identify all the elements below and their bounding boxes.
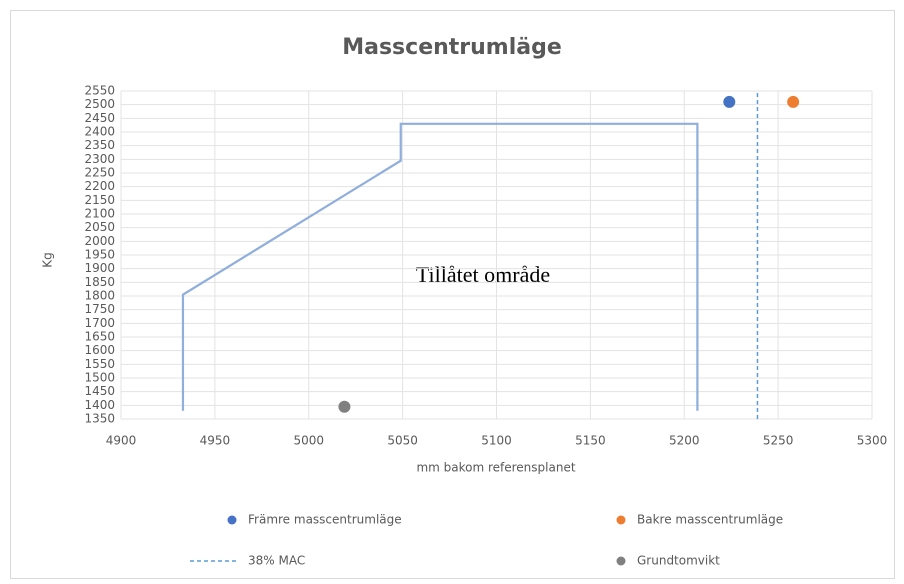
y-tick-label: 2350 <box>84 138 115 152</box>
legend-label: Grundtomvikt <box>637 554 720 568</box>
y-tick-label: 2400 <box>84 125 115 139</box>
point <box>338 400 351 413</box>
y-axis-label: Kg <box>41 252 55 268</box>
y-tick-label: 2100 <box>84 207 115 221</box>
envelope-line <box>181 122 699 411</box>
x-tick-label: 5150 <box>575 434 606 448</box>
x-tick-label: 5300 <box>857 434 888 448</box>
chart-border <box>10 10 895 579</box>
y-tick-label: 1900 <box>84 261 115 275</box>
y-tick-label: 1750 <box>84 302 115 316</box>
legend-label: Främre masscentrumläge <box>248 513 402 527</box>
y-tick-label: 2150 <box>84 193 115 207</box>
y-tick-label: 2050 <box>84 220 115 234</box>
y-tick-label: 1350 <box>84 412 115 426</box>
legend-label: 38% MAC <box>248 554 305 568</box>
y-tick-label: 2200 <box>84 179 115 193</box>
y-tick-label: 1950 <box>84 248 115 262</box>
y-tick-label: 1700 <box>84 316 115 330</box>
x-tick-label: 5250 <box>763 434 794 448</box>
y-tick-label: 1600 <box>84 343 115 357</box>
y-tick-label: 1550 <box>84 357 115 371</box>
y-tick-label: 2250 <box>84 166 115 180</box>
chart-title: Masscentrumläge <box>342 35 562 60</box>
x-tick-label: 5050 <box>387 434 418 448</box>
y-tick-label: 2450 <box>84 111 115 125</box>
x-tick-label: 5200 <box>669 434 700 448</box>
y-tick-label: 2300 <box>84 152 115 166</box>
legend-marker <box>227 515 237 525</box>
x-tick-label: 4900 <box>106 434 137 448</box>
legend-marker <box>616 515 626 525</box>
point <box>723 95 736 108</box>
point <box>787 95 800 108</box>
annotation: Tillåtet område <box>416 262 550 287</box>
y-tick-label: 1800 <box>84 289 115 303</box>
y-tick-label: 2000 <box>84 234 115 248</box>
y-tick-label: 2500 <box>84 97 115 111</box>
y-tick-label: 2550 <box>84 84 115 98</box>
legend-label: Bakre masscentrumläge <box>637 513 783 527</box>
legend-marker <box>616 556 626 566</box>
y-tick-label: 1650 <box>84 330 115 344</box>
x-tick-label: 5000 <box>293 434 324 448</box>
y-tick-label: 1450 <box>84 384 115 398</box>
x-tick-label: 5100 <box>481 434 512 448</box>
x-axis-label: mm bakom referensplanet <box>416 461 575 475</box>
y-tick-label: 1500 <box>84 371 115 385</box>
x-tick-label: 4950 <box>200 434 231 448</box>
y-tick-label: 1400 <box>84 398 115 412</box>
y-tick-label: 1850 <box>84 275 115 289</box>
